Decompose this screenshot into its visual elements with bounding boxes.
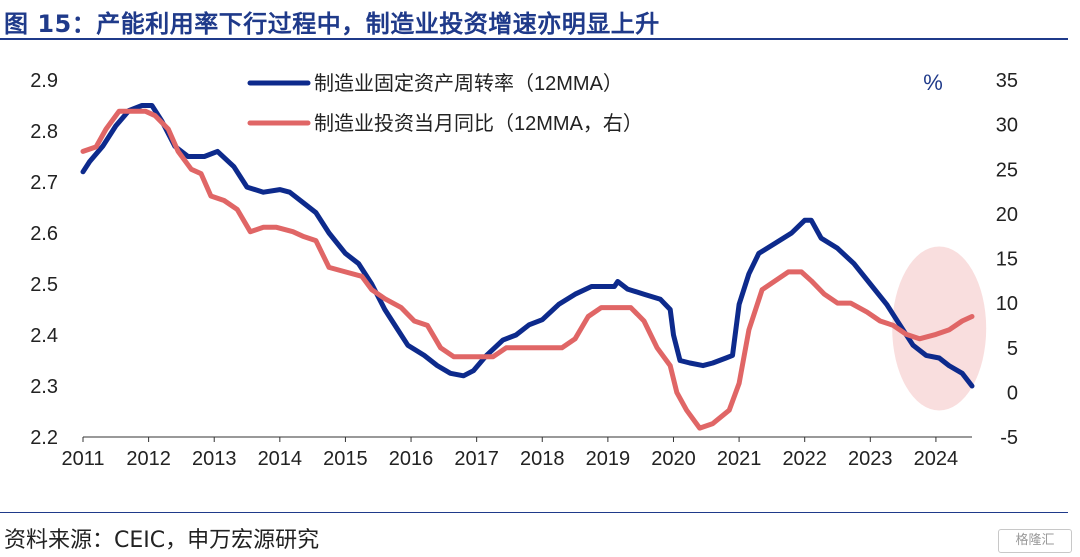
source-divider — [0, 512, 1068, 513]
x-tick-label: 2018 — [520, 448, 565, 470]
series-line-turnover — [80, 103, 975, 389]
right-tick-label: 20 — [996, 204, 1018, 226]
x-tick-label: 2020 — [651, 448, 696, 470]
left-tick-label: 2.2 — [30, 427, 58, 449]
left-tick-label: 2.6 — [30, 223, 58, 245]
x-tick-label: 2014 — [258, 448, 303, 470]
x-tick-label: 2024 — [914, 448, 959, 470]
right-axis-unit: % — [923, 70, 943, 95]
chart-title: 图 15：产能利用率下行过程中，制造业投资增速亦明显上升 — [4, 10, 660, 38]
series-line-investment — [80, 108, 975, 431]
left-tick-label: 2.4 — [30, 325, 58, 347]
left-tick-label: 2.3 — [30, 376, 58, 398]
line-chart: 2011 2012 2013 2014 2015 2016 2017 2018 2019 2020… — [30, 70, 1018, 470]
watermark-logo: 格隆汇 — [998, 529, 1072, 553]
x-tick-label: 2019 — [586, 448, 631, 470]
x-tick-label: 2017 — [454, 448, 499, 470]
highlight-ellipse — [892, 246, 987, 411]
x-tick-label: 2023 — [848, 448, 893, 470]
x-tick-label: 2011 — [61, 448, 104, 470]
right-tick-label: 35 — [996, 70, 1018, 92]
legend-label-investment: 制造业投资当月同比（12MMA，右） — [314, 112, 643, 135]
right-tick-label: 10 — [996, 293, 1018, 315]
x-tick-label: 2013 — [192, 448, 237, 470]
right-tick-label: 30 — [996, 115, 1018, 137]
x-tick-label: 2012 — [126, 448, 171, 470]
legend-label-turnover: 制造业固定资产周转率（12MMA） — [314, 72, 623, 95]
right-tick-label: 5 — [1007, 338, 1018, 360]
left-tick-label: 2.7 — [30, 172, 58, 194]
x-tick-label: 2016 — [389, 448, 434, 470]
source-note: 资料来源：CEIC，申万宏源研究 — [4, 528, 320, 553]
right-tick-label: 25 — [996, 159, 1018, 181]
right-tick-label: -5 — [1000, 427, 1018, 449]
x-tick-label: 2022 — [782, 448, 827, 470]
x-tick-label: 2021 — [717, 448, 762, 470]
right-tick-label: 0 — [1007, 382, 1018, 404]
title-divider — [0, 38, 1068, 40]
right-tick-label: 15 — [996, 249, 1018, 271]
left-tick-label: 2.8 — [30, 121, 58, 143]
left-tick-label: 2.5 — [30, 274, 58, 296]
x-tick-label: 2015 — [323, 448, 368, 470]
left-tick-label: 2.9 — [30, 70, 58, 92]
